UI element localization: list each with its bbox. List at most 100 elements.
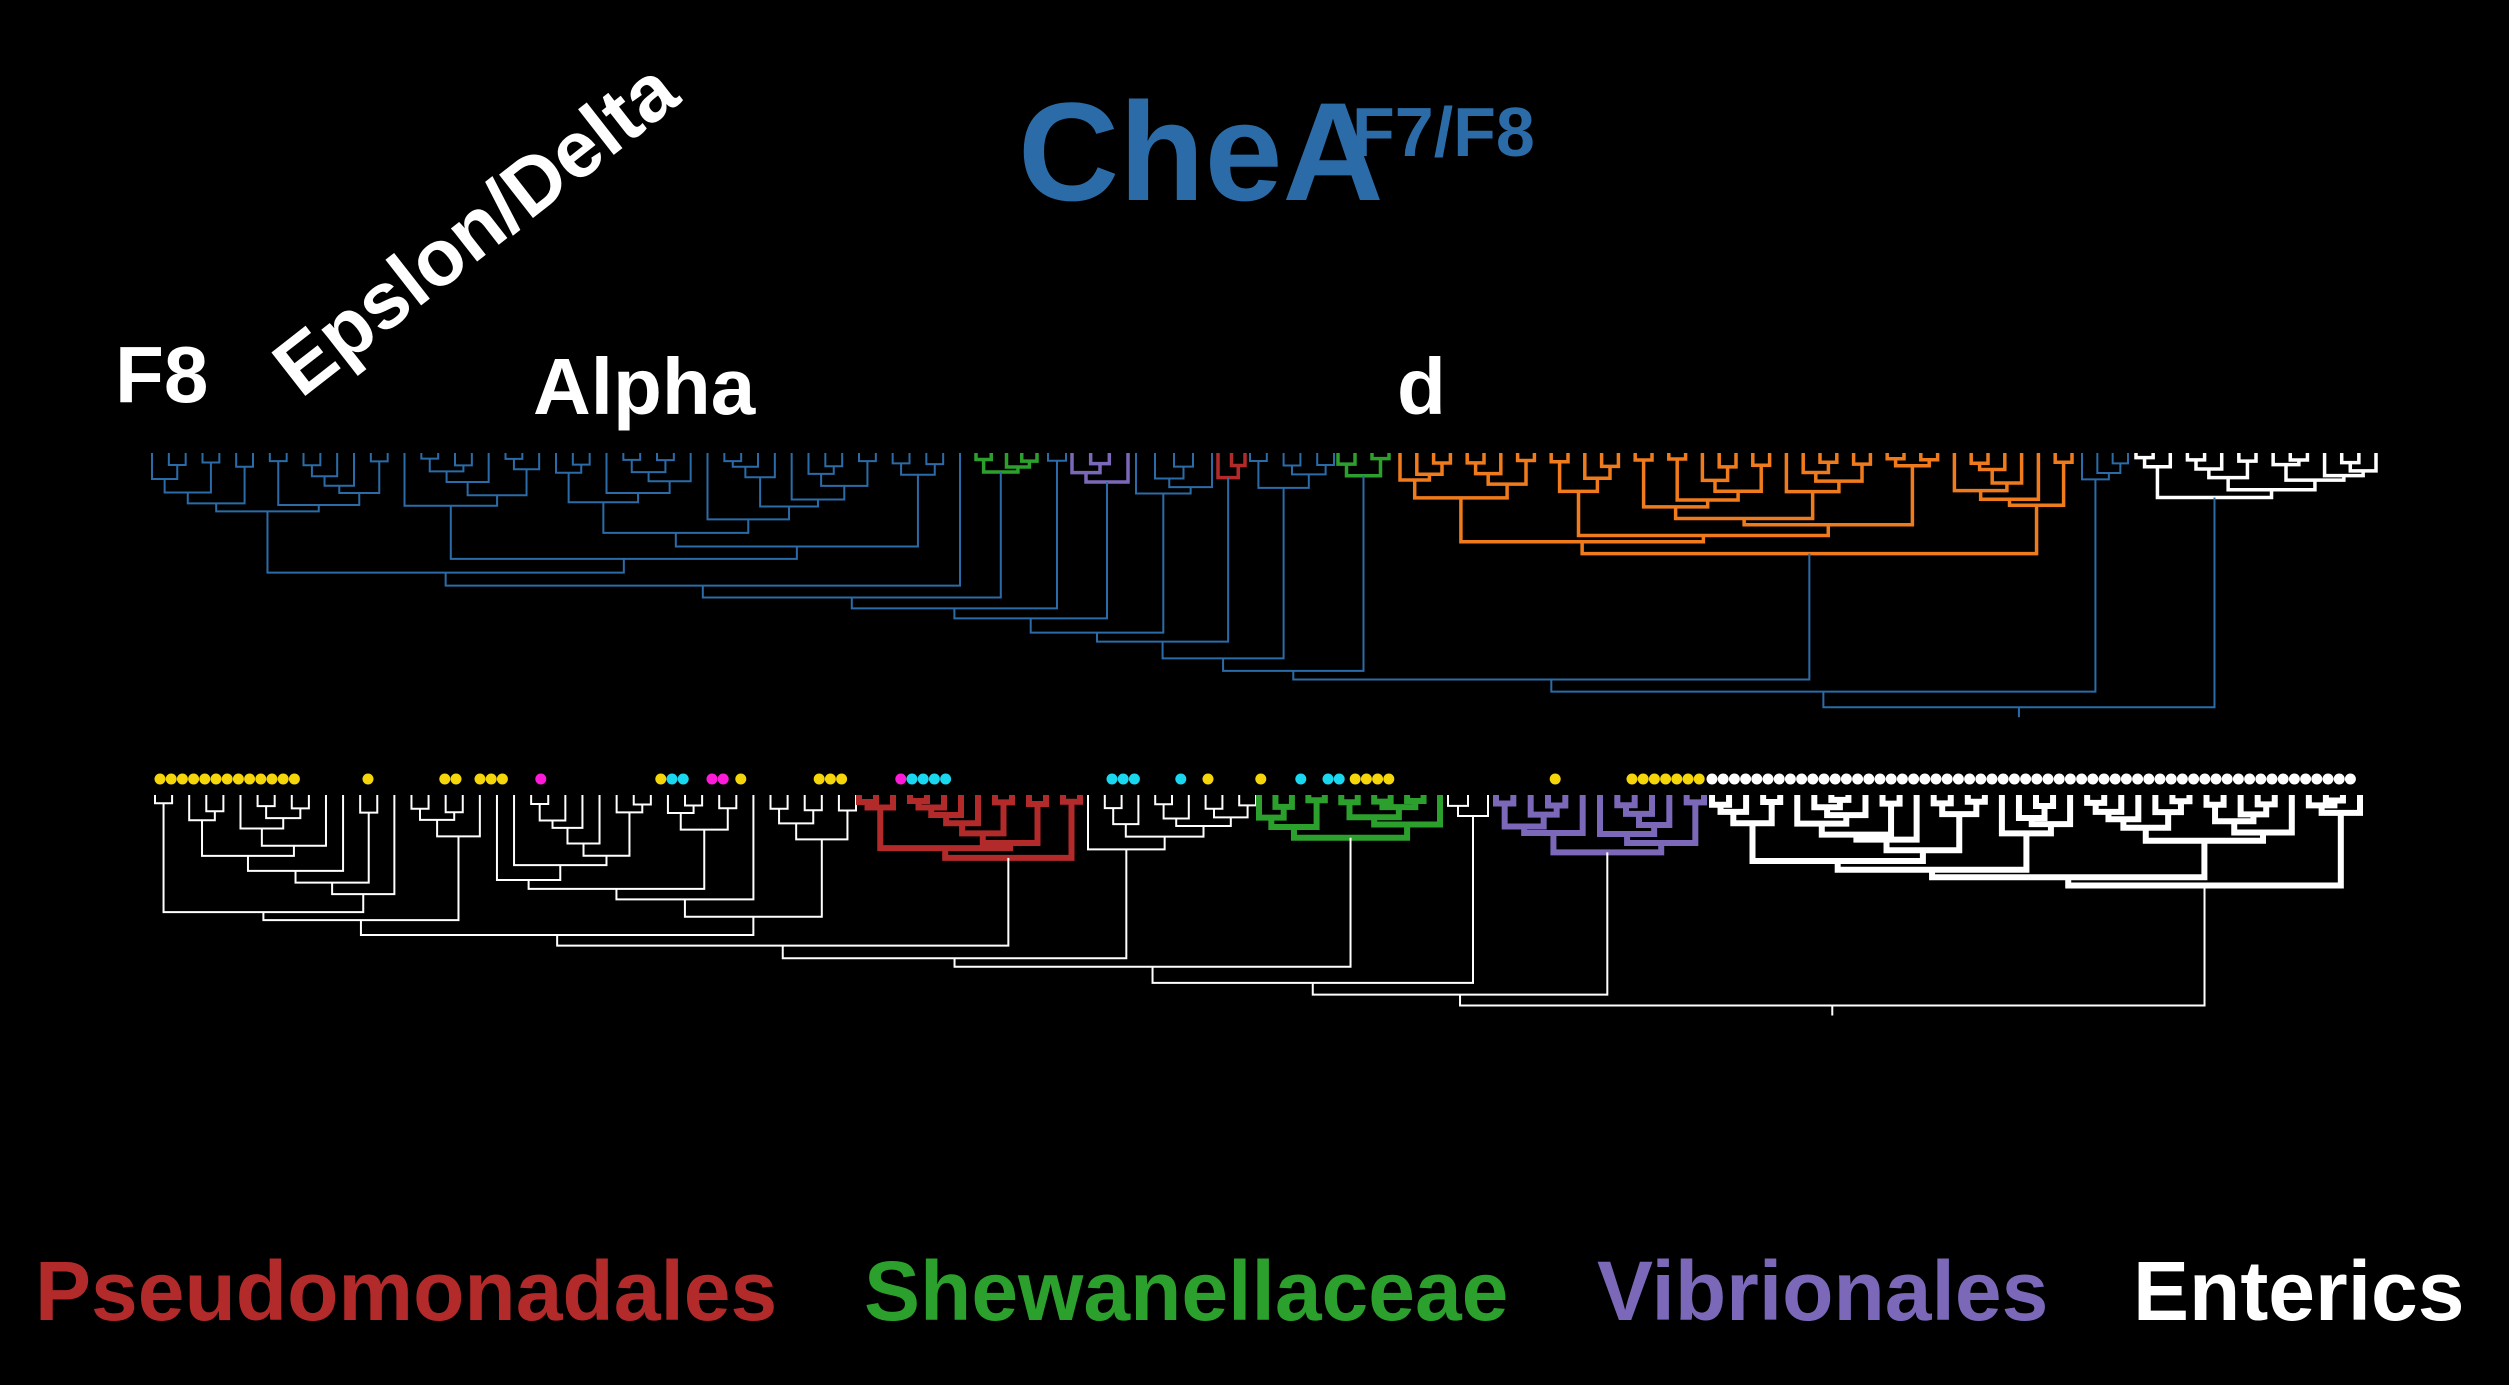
- branch: [1135, 453, 1213, 495]
- leaf-dot: [2188, 773, 2200, 785]
- branch: [1096, 477, 1230, 643]
- leaf-dot: [940, 773, 952, 785]
- clade-label: d: [1397, 342, 1446, 431]
- leaf-dot: [199, 773, 211, 785]
- leaf-dot: [232, 773, 244, 785]
- leaf-dot: [165, 773, 177, 785]
- leaf-dot: [836, 773, 848, 785]
- leaf-dot: [221, 773, 233, 785]
- leaf-dot: [1671, 773, 1683, 785]
- leaf-dot: [1762, 773, 1774, 785]
- leaf-dot: [917, 773, 929, 785]
- leaf-dot: [2008, 773, 2020, 785]
- branch: [2134, 453, 2378, 500]
- leaf-dot: [1117, 773, 1129, 785]
- branch: [1822, 497, 2216, 709]
- leaf-dot: [439, 773, 451, 785]
- leaf-dot: [1549, 773, 1561, 785]
- leaf-dot: [1106, 773, 1118, 785]
- leaf-dot: [1322, 773, 1334, 785]
- branch: [856, 795, 1083, 861]
- branch: [850, 460, 1058, 610]
- leaf-dot: [2277, 773, 2289, 785]
- leaf-dot: [1255, 773, 1267, 785]
- leaf-dot: [1693, 773, 1705, 785]
- leaf-dot: [1660, 773, 1672, 785]
- leaf-dot: [735, 773, 747, 785]
- clade-label: F8: [115, 330, 208, 419]
- leaf-dot: [2098, 773, 2110, 785]
- leaf-dot: [2154, 773, 2166, 785]
- leaf-dot: [1784, 773, 1796, 785]
- leaf-dot: [535, 773, 547, 785]
- title-superscript: F7/F8: [1352, 93, 1535, 171]
- leaf-dot: [1896, 773, 1908, 785]
- leaf-dot: [2199, 773, 2211, 785]
- leaf-dot: [717, 773, 729, 785]
- leaf-dot: [1818, 773, 1830, 785]
- leaf-dot: [2333, 773, 2345, 785]
- leaf-dot: [1349, 773, 1361, 785]
- leaf-dot: [655, 773, 667, 785]
- trees: [151, 453, 2378, 1016]
- leaf-dot: [362, 773, 374, 785]
- leaf-dot: [666, 773, 678, 785]
- branch: [2081, 453, 2129, 481]
- leaf-dot: [485, 773, 497, 785]
- leaf-dot: [1807, 773, 1819, 785]
- leaf-dot: [2064, 773, 2076, 785]
- leaf-dot: [2076, 773, 2088, 785]
- leaf-dot: [1874, 773, 1886, 785]
- leaf-dot: [1863, 773, 1875, 785]
- leaf-dot: [1372, 773, 1384, 785]
- leaf-dot: [1717, 773, 1729, 785]
- leaf-dot: [1986, 773, 1998, 785]
- leaf-dot: [1202, 773, 1214, 785]
- leaf-dot: [2221, 773, 2233, 785]
- leaf-dot: [2300, 773, 2312, 785]
- leaf-dot: [1964, 773, 1976, 785]
- leaf-dot: [1360, 773, 1372, 785]
- leaf-dot: [1128, 773, 1140, 785]
- branch: [1493, 795, 1707, 856]
- leaf-dot: [1773, 773, 1785, 785]
- leaf-dot: [1930, 773, 1942, 785]
- branch: [1398, 453, 2074, 556]
- branch: [701, 472, 1002, 599]
- leaf-dot: [906, 773, 918, 785]
- legend-entry: Vibrionales: [1597, 1244, 2048, 1338]
- leaf-dot: [277, 773, 289, 785]
- leaf-dot: [1333, 773, 1345, 785]
- leaf-dot: [1852, 773, 1864, 785]
- legend-entry: Shewanellaceae: [864, 1244, 1508, 1338]
- leaf-dot: [176, 773, 188, 785]
- branch: [1256, 795, 1443, 841]
- legend-entry: Enterics: [2133, 1244, 2465, 1338]
- branch: [1550, 479, 2097, 693]
- leaf-dot: [895, 773, 907, 785]
- leaf-dot: [2322, 773, 2334, 785]
- leaf-dot: [1919, 773, 1931, 785]
- leaf-dot: [188, 773, 200, 785]
- leaf-dot: [2031, 773, 2043, 785]
- leaf-dot: [706, 773, 718, 785]
- leaf-dot: [2143, 773, 2155, 785]
- leaf-dot: [244, 773, 256, 785]
- leaf-dot: [2109, 773, 2121, 785]
- leaf-dot: [677, 773, 689, 785]
- leaf-dot: [474, 773, 486, 785]
- branch: [1292, 553, 1811, 681]
- leaf-dot: [2042, 773, 2054, 785]
- leaf-dot: [1740, 773, 1752, 785]
- leaf-dot: [813, 773, 825, 785]
- leaf-dot: [1682, 773, 1694, 785]
- branch: [151, 453, 961, 587]
- leaf-dot: [1626, 773, 1638, 785]
- leaf-dot: [2053, 773, 2065, 785]
- leaf-dot: [2020, 773, 2032, 785]
- title: CheA: [1018, 73, 1384, 230]
- leaf-dot: [255, 773, 267, 785]
- leaf-dot: [1706, 773, 1718, 785]
